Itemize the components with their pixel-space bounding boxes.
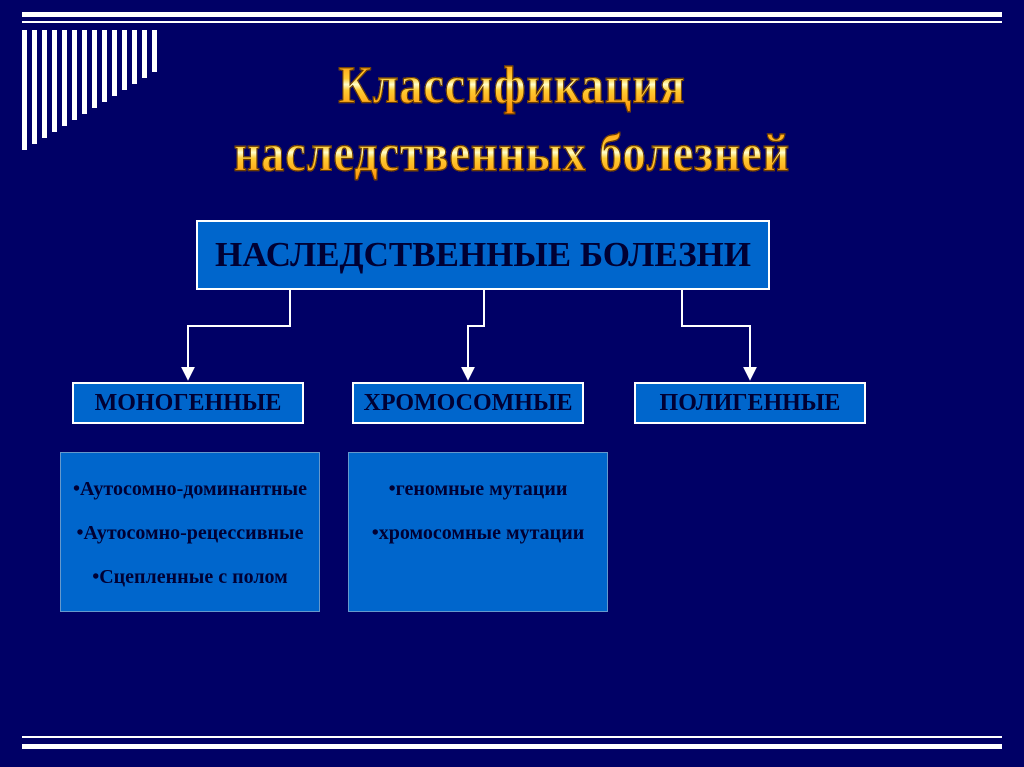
detail-node-1: •геномные мутации•хромосомные мутации [348,452,608,612]
connector-2 [682,290,750,378]
detail-item: •Аутосомно-доминантные [69,467,311,511]
branch-node-2: ПОЛИГЕННЫЕ [634,382,866,424]
connector-0 [188,290,290,378]
branch-label: ПОЛИГЕННЫЕ [660,390,841,417]
connector-1 [468,290,484,378]
detail-item: •Аутосомно-рецессивные [69,511,311,555]
branch-node-0: МОНОГЕННЫЕ [72,382,304,424]
decoration-bottom-bar-thin [22,736,1002,738]
detail-node-0: •Аутосомно-доминантные•Аутосомно-рецесси… [60,452,320,612]
branch-node-1: ХРОМОСОМНЫЕ [352,382,584,424]
branch-label: ХРОМОСОМНЫЕ [363,390,572,417]
branch-label: МОНОГЕННЫЕ [95,390,282,417]
detail-item: •геномные мутации [357,467,599,511]
detail-item: •Сцепленные с полом [69,555,311,599]
detail-item: •хромосомные мутации [357,511,599,555]
decoration-bottom-bar-thick [22,744,1002,749]
